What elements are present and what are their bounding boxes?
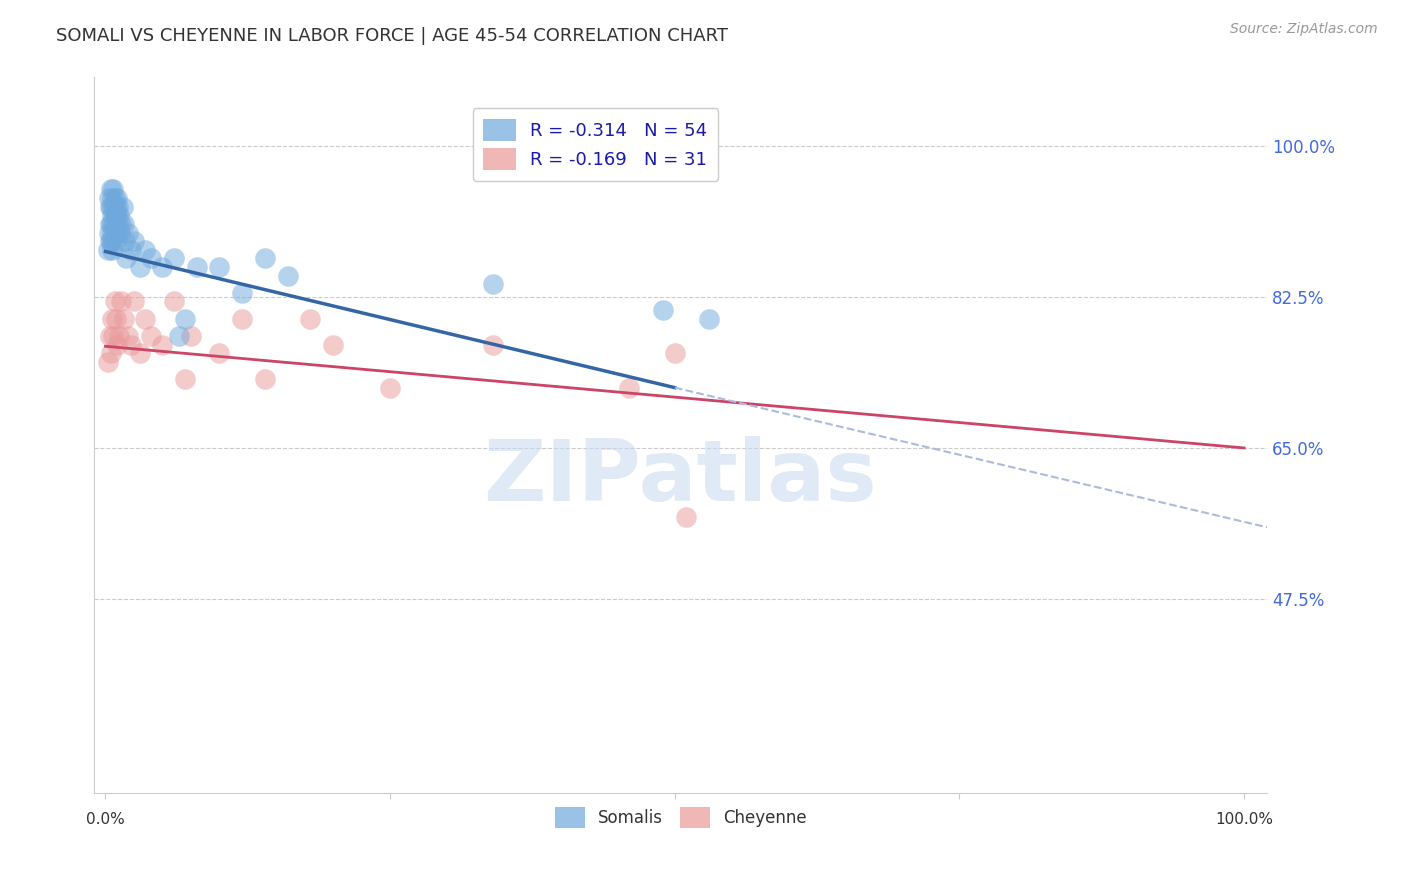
Point (104, 226, 127, 240)
Point (101, 243, 124, 257)
Point (208, 346, 231, 360)
Text: SOMALI VS CHEYENNE IN LABOR FORCE | AGE 45-54 CORRELATION CHART: SOMALI VS CHEYENNE IN LABOR FORCE | AGE … (56, 27, 728, 45)
Point (322, 337, 344, 351)
Point (277, 268, 299, 283)
Point (120, 337, 142, 351)
Point (139, 329, 162, 343)
Point (208, 260, 231, 274)
Point (120, 243, 142, 257)
Point (114, 234, 136, 248)
Point (231, 311, 253, 326)
Text: 100.0%: 100.0% (1215, 812, 1272, 827)
Point (107, 200, 129, 214)
Point (105, 337, 128, 351)
Point (112, 311, 135, 326)
Point (110, 217, 132, 231)
Point (664, 346, 686, 360)
Point (100, 234, 122, 248)
Point (97, 355, 120, 369)
Point (481, 337, 503, 351)
Point (115, 252, 138, 266)
Point (105, 226, 128, 240)
Point (180, 329, 202, 343)
Point (103, 329, 125, 343)
Point (697, 311, 720, 326)
Point (103, 217, 125, 231)
Point (107, 217, 129, 231)
Legend: Somalis, Cheyenne: Somalis, Cheyenne (548, 801, 813, 834)
Point (100, 217, 122, 231)
Point (104, 191, 127, 205)
Point (481, 277, 503, 292)
Point (101, 191, 124, 205)
Point (104, 200, 127, 214)
Text: ZIPatlas: ZIPatlas (484, 436, 877, 519)
Point (112, 217, 135, 231)
Point (108, 208, 131, 222)
Point (134, 243, 156, 257)
Point (104, 311, 127, 326)
Point (163, 252, 186, 266)
Point (108, 329, 131, 343)
Point (101, 226, 124, 240)
Point (105, 208, 128, 222)
Point (169, 329, 191, 343)
Point (122, 294, 145, 309)
Point (103, 182, 125, 196)
Point (174, 311, 197, 326)
Point (111, 200, 134, 214)
Point (97, 226, 120, 240)
Point (101, 311, 124, 326)
Point (105, 191, 128, 205)
Text: Source: ZipAtlas.com: Source: ZipAtlas.com (1230, 22, 1378, 37)
Point (97, 243, 120, 257)
Point (122, 234, 145, 248)
Point (186, 260, 208, 274)
Point (174, 372, 197, 386)
Point (619, 381, 641, 395)
Point (152, 260, 174, 274)
Point (128, 260, 150, 274)
Point (110, 226, 132, 240)
Point (253, 372, 276, 386)
Text: 0.0%: 0.0% (86, 812, 125, 827)
Point (100, 200, 122, 214)
Point (117, 329, 139, 343)
Point (299, 311, 322, 326)
Point (253, 252, 276, 266)
Point (652, 303, 675, 318)
Point (231, 285, 253, 300)
Point (163, 294, 186, 309)
Point (378, 381, 401, 395)
Point (100, 346, 122, 360)
Point (101, 208, 124, 222)
Point (98, 329, 121, 343)
Point (98, 200, 121, 214)
Point (104, 294, 127, 309)
Point (100, 182, 122, 196)
Point (98, 234, 121, 248)
Point (104, 208, 127, 222)
Point (139, 252, 162, 266)
Point (117, 226, 139, 240)
Point (128, 346, 150, 360)
Point (134, 311, 156, 326)
Point (97, 191, 120, 205)
Point (104, 234, 127, 248)
Point (675, 509, 697, 524)
Point (98, 217, 121, 231)
Point (110, 294, 132, 309)
Point (152, 337, 174, 351)
Point (104, 217, 127, 231)
Point (103, 200, 125, 214)
Point (103, 234, 125, 248)
